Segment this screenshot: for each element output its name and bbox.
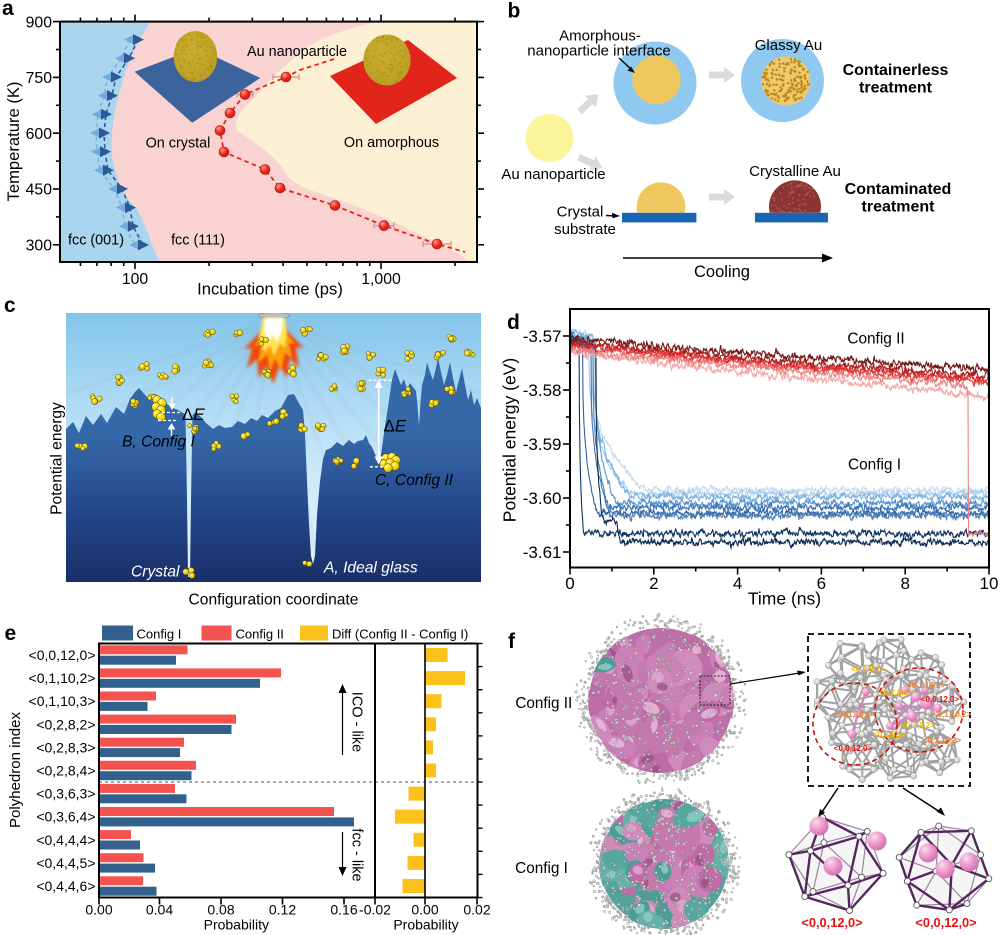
svg-text:ICO - like: ICO - like xyxy=(349,692,365,752)
svg-text:Crystal: Crystal xyxy=(557,204,604,221)
svg-text:0.08: 0.08 xyxy=(207,902,234,918)
svg-text:Probability: Probability xyxy=(393,917,458,933)
svg-text:<0,1,10,2>: <0,1,10,2> xyxy=(933,710,972,719)
svg-text:c: c xyxy=(4,294,16,317)
svg-text:Potential energy (eV): Potential energy (eV) xyxy=(500,358,520,522)
svg-text:-3.59: -3.59 xyxy=(523,435,562,454)
svg-text:b: b xyxy=(508,0,521,23)
svg-text:900: 900 xyxy=(26,14,53,31)
svg-text:<0,0,12,0>: <0,0,12,0> xyxy=(921,695,960,704)
svg-text:Polyhedron index: Polyhedron index xyxy=(7,712,24,828)
svg-text:8: 8 xyxy=(900,574,909,593)
svg-text:Config I: Config I xyxy=(848,457,901,474)
svg-text:0.16: 0.16 xyxy=(330,902,357,918)
svg-text:6: 6 xyxy=(817,574,826,593)
svg-text:Config II: Config II xyxy=(236,627,284,642)
svg-text:<0,1,10,2>: <0,1,10,2> xyxy=(29,670,96,686)
svg-text:Containerless: Containerless xyxy=(843,62,949,79)
svg-text:-3.58: -3.58 xyxy=(523,381,562,400)
svg-text:<0,4,4,5>: <0,4,4,5> xyxy=(36,855,95,871)
svg-text:750: 750 xyxy=(26,70,53,87)
svg-text:d: d xyxy=(507,311,520,334)
svg-text:2: 2 xyxy=(649,574,658,593)
svg-text:<0,0,12,0>: <0,0,12,0> xyxy=(834,744,873,753)
svg-text:-3.60: -3.60 xyxy=(523,489,562,508)
svg-text:<0,2,8,2>: <0,2,8,2> xyxy=(873,730,907,739)
svg-text:-3.61: -3.61 xyxy=(523,543,562,562)
svg-text:substrate: substrate xyxy=(554,221,616,238)
svg-text:treatment: treatment xyxy=(859,80,933,97)
svg-text:Time (ns): Time (ns) xyxy=(748,589,821,609)
svg-text:450: 450 xyxy=(26,182,53,199)
svg-text:<0,2,8,4>: <0,2,8,4> xyxy=(36,763,95,779)
svg-text:e: e xyxy=(5,622,17,645)
svg-text:treatment: treatment xyxy=(862,199,936,216)
svg-text:0.00: 0.00 xyxy=(411,902,438,918)
svg-text:600: 600 xyxy=(26,126,53,143)
svg-text:<0,3,6,3>: <0,3,6,3> xyxy=(36,786,95,802)
svg-text:Potential energy: Potential energy xyxy=(49,402,66,515)
svg-text:<0,2,8,2>: <0,2,8,2> xyxy=(901,721,935,730)
svg-text:Temperature (K): Temperature (K) xyxy=(4,82,23,202)
svg-text:<0,0,12,0>: <0,0,12,0> xyxy=(915,915,976,930)
svg-text:100: 100 xyxy=(122,271,149,288)
svg-text:<0,1,10,2>: <0,1,10,2> xyxy=(837,710,876,719)
svg-text:Au nanoparticle: Au nanoparticle xyxy=(247,44,347,60)
svg-text:Glassy Au: Glassy Au xyxy=(755,37,823,54)
svg-text:1,000: 1,000 xyxy=(361,271,401,288)
svg-text:Probability: Probability xyxy=(204,917,269,933)
svg-text:0.04: 0.04 xyxy=(146,902,173,918)
svg-text:<0,2,8,2>: <0,2,8,2> xyxy=(879,688,913,697)
svg-text:A, Ideal glass: A, Ideal glass xyxy=(323,560,418,577)
svg-text:Incubation time (ps): Incubation time (ps) xyxy=(197,280,343,299)
svg-text:Config I: Config I xyxy=(515,860,568,877)
svg-text:ΔE: ΔE xyxy=(384,417,407,436)
svg-text:0: 0 xyxy=(565,574,574,593)
svg-text:4: 4 xyxy=(733,574,742,593)
svg-text:On crystal: On crystal xyxy=(146,136,211,152)
svg-text:nanoparticle interface: nanoparticle interface xyxy=(527,43,670,60)
svg-text:f: f xyxy=(508,630,516,653)
svg-text:300: 300 xyxy=(26,238,53,255)
svg-text:Amorphous-: Amorphous- xyxy=(559,28,641,45)
svg-text:Cooling: Cooling xyxy=(694,263,750,281)
svg-text:Crystalline Au: Crystalline Au xyxy=(749,163,841,180)
svg-text:<0,2,8,2>: <0,2,8,2> xyxy=(36,716,95,732)
svg-text:fcc (111): fcc (111) xyxy=(171,233,225,249)
svg-text:Au nanoparticle: Au nanoparticle xyxy=(501,166,605,183)
svg-text:a: a xyxy=(2,0,14,20)
svg-text:ΔE: ΔE xyxy=(182,405,205,424)
svg-text:<0,3,6,4>: <0,3,6,4> xyxy=(36,809,95,825)
svg-text:<0,2,8,3>: <0,2,8,3> xyxy=(36,739,95,755)
svg-text:<0,1,10,2>: <0,1,10,2> xyxy=(907,681,946,690)
svg-text:Config II: Config II xyxy=(847,331,904,348)
svg-text:<0,2,8,2>: <0,2,8,2> xyxy=(851,665,885,674)
svg-text:Configuration coordinate: Configuration coordinate xyxy=(189,592,359,609)
svg-text:0.12: 0.12 xyxy=(269,902,296,918)
svg-text:<0,4,4,6>: <0,4,4,6> xyxy=(36,878,95,894)
svg-text:<0,1,10,3>: <0,1,10,3> xyxy=(29,693,96,709)
svg-text:-3.57: -3.57 xyxy=(523,327,562,346)
svg-text:Diff (Config II - Config I): Diff (Config II - Config I) xyxy=(332,627,468,642)
svg-text:<0,0,12,0>: <0,0,12,0> xyxy=(29,647,96,663)
svg-text:Contaminated: Contaminated xyxy=(845,181,952,198)
svg-text:<0,0,12,0>: <0,0,12,0> xyxy=(801,915,862,930)
svg-text:On amorphous: On amorphous xyxy=(344,135,439,151)
svg-text:B, Config I: B, Config I xyxy=(122,434,195,451)
svg-text:<0,4,4,4>: <0,4,4,4> xyxy=(36,832,95,848)
svg-text:0.00: 0.00 xyxy=(85,902,112,918)
svg-text:fcc (001): fcc (001) xyxy=(68,233,124,249)
svg-text:<0,1,10,2>: <0,1,10,2> xyxy=(923,736,962,745)
svg-text:Config I: Config I xyxy=(137,627,182,642)
svg-text:fcc - like: fcc - like xyxy=(349,828,365,881)
svg-text:10: 10 xyxy=(980,574,999,593)
svg-text:0.02: 0.02 xyxy=(463,902,490,918)
svg-text:Crystal: Crystal xyxy=(131,564,180,581)
svg-text:-0.02: -0.02 xyxy=(359,902,391,918)
svg-text:Config II: Config II xyxy=(515,695,572,712)
svg-text:C, Config II: C, Config II xyxy=(375,472,454,489)
